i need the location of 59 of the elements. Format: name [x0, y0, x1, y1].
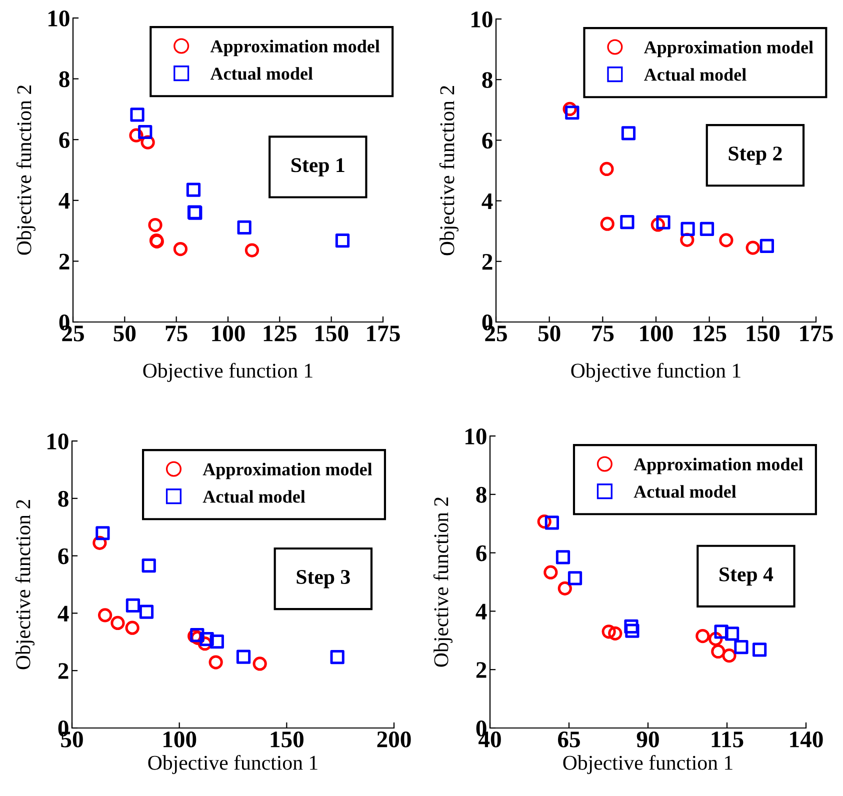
- legend-label: Approximation model: [202, 462, 372, 480]
- y-tick-label: 6: [58, 548, 69, 564]
- x-tick-label: 150: [316, 325, 348, 342]
- x-axis-title: Objective function 1: [143, 362, 312, 382]
- y-tick-label: 8: [58, 490, 68, 507]
- legend-label: Actual model: [202, 490, 306, 503]
- legend-label: Approximation model: [634, 458, 803, 474]
- x-tick-label: 125: [694, 326, 726, 342]
- y-axis-title: Objective function 2: [433, 498, 452, 667]
- legend-label: Actual model: [644, 68, 746, 81]
- x-tick-label: 100: [640, 325, 673, 342]
- y-tick-label: 4: [476, 604, 487, 620]
- y-tick-label: 2: [482, 254, 492, 270]
- y-tick-label: 8: [59, 71, 70, 88]
- x-tick-label: 150: [746, 325, 780, 342]
- x-tick-label: 175: [800, 326, 833, 342]
- annotation: Step 2: [728, 146, 782, 165]
- y-axis-title: Objective function 2: [439, 86, 458, 256]
- x-tick-label: 115: [712, 732, 744, 748]
- y-axis-title: Objective function 2: [15, 500, 34, 670]
- annotation: Step 4: [720, 567, 774, 586]
- x-tick-label: 175: [367, 326, 400, 342]
- x-tick-label: 100: [164, 731, 196, 748]
- x-tick-label: 200: [377, 731, 411, 748]
- x-tick-label: 75: [592, 326, 614, 342]
- y-tick-label: 6: [59, 132, 70, 148]
- y-tick-label: 10: [48, 433, 68, 450]
- y-axis-title: Objective function 2: [16, 86, 36, 255]
- x-axis-title: Objective function 1: [563, 754, 732, 774]
- y-tick-label: 4: [58, 193, 70, 209]
- y-tick-label: 6: [482, 132, 493, 149]
- y-tick-label: 8: [482, 72, 492, 88]
- x-tick-label: 90: [636, 731, 659, 748]
- legend-label: Approximation model: [210, 40, 380, 56]
- legend-label: Approximation model: [644, 40, 814, 58]
- annotation: Step 1: [292, 158, 344, 176]
- y-tick-label: 10: [472, 11, 492, 28]
- x-tick-label: 100: [212, 325, 245, 342]
- x-axis-title: Objective function 1: [571, 362, 740, 382]
- legend-label: Actual model: [210, 67, 313, 80]
- x-tick-label: 75: [166, 326, 188, 342]
- y-tick-label: 8: [476, 486, 486, 503]
- x-tick-label: 125: [264, 326, 297, 342]
- legend-label: Actual model: [634, 485, 736, 498]
- y-tick-label: 2: [59, 254, 70, 270]
- y-tick-label: 2: [58, 663, 68, 679]
- x-tick-label: 150: [270, 731, 304, 748]
- y-tick-label: 6: [476, 545, 487, 562]
- x-tick-label: 65: [558, 732, 580, 748]
- y-tick-label: 4: [58, 606, 69, 622]
- x-tick-label: 50: [538, 325, 560, 342]
- y-tick-label: 2: [476, 662, 486, 678]
- annotation: Step 3: [296, 570, 350, 588]
- x-axis-title: Objective function 1: [148, 754, 318, 774]
- x-tick-label: 140: [790, 731, 823, 748]
- y-tick-label: 10: [466, 428, 486, 444]
- y-tick-label: 10: [48, 10, 70, 26]
- x-tick-label: 50: [114, 325, 136, 342]
- y-tick-label: 4: [482, 193, 493, 209]
